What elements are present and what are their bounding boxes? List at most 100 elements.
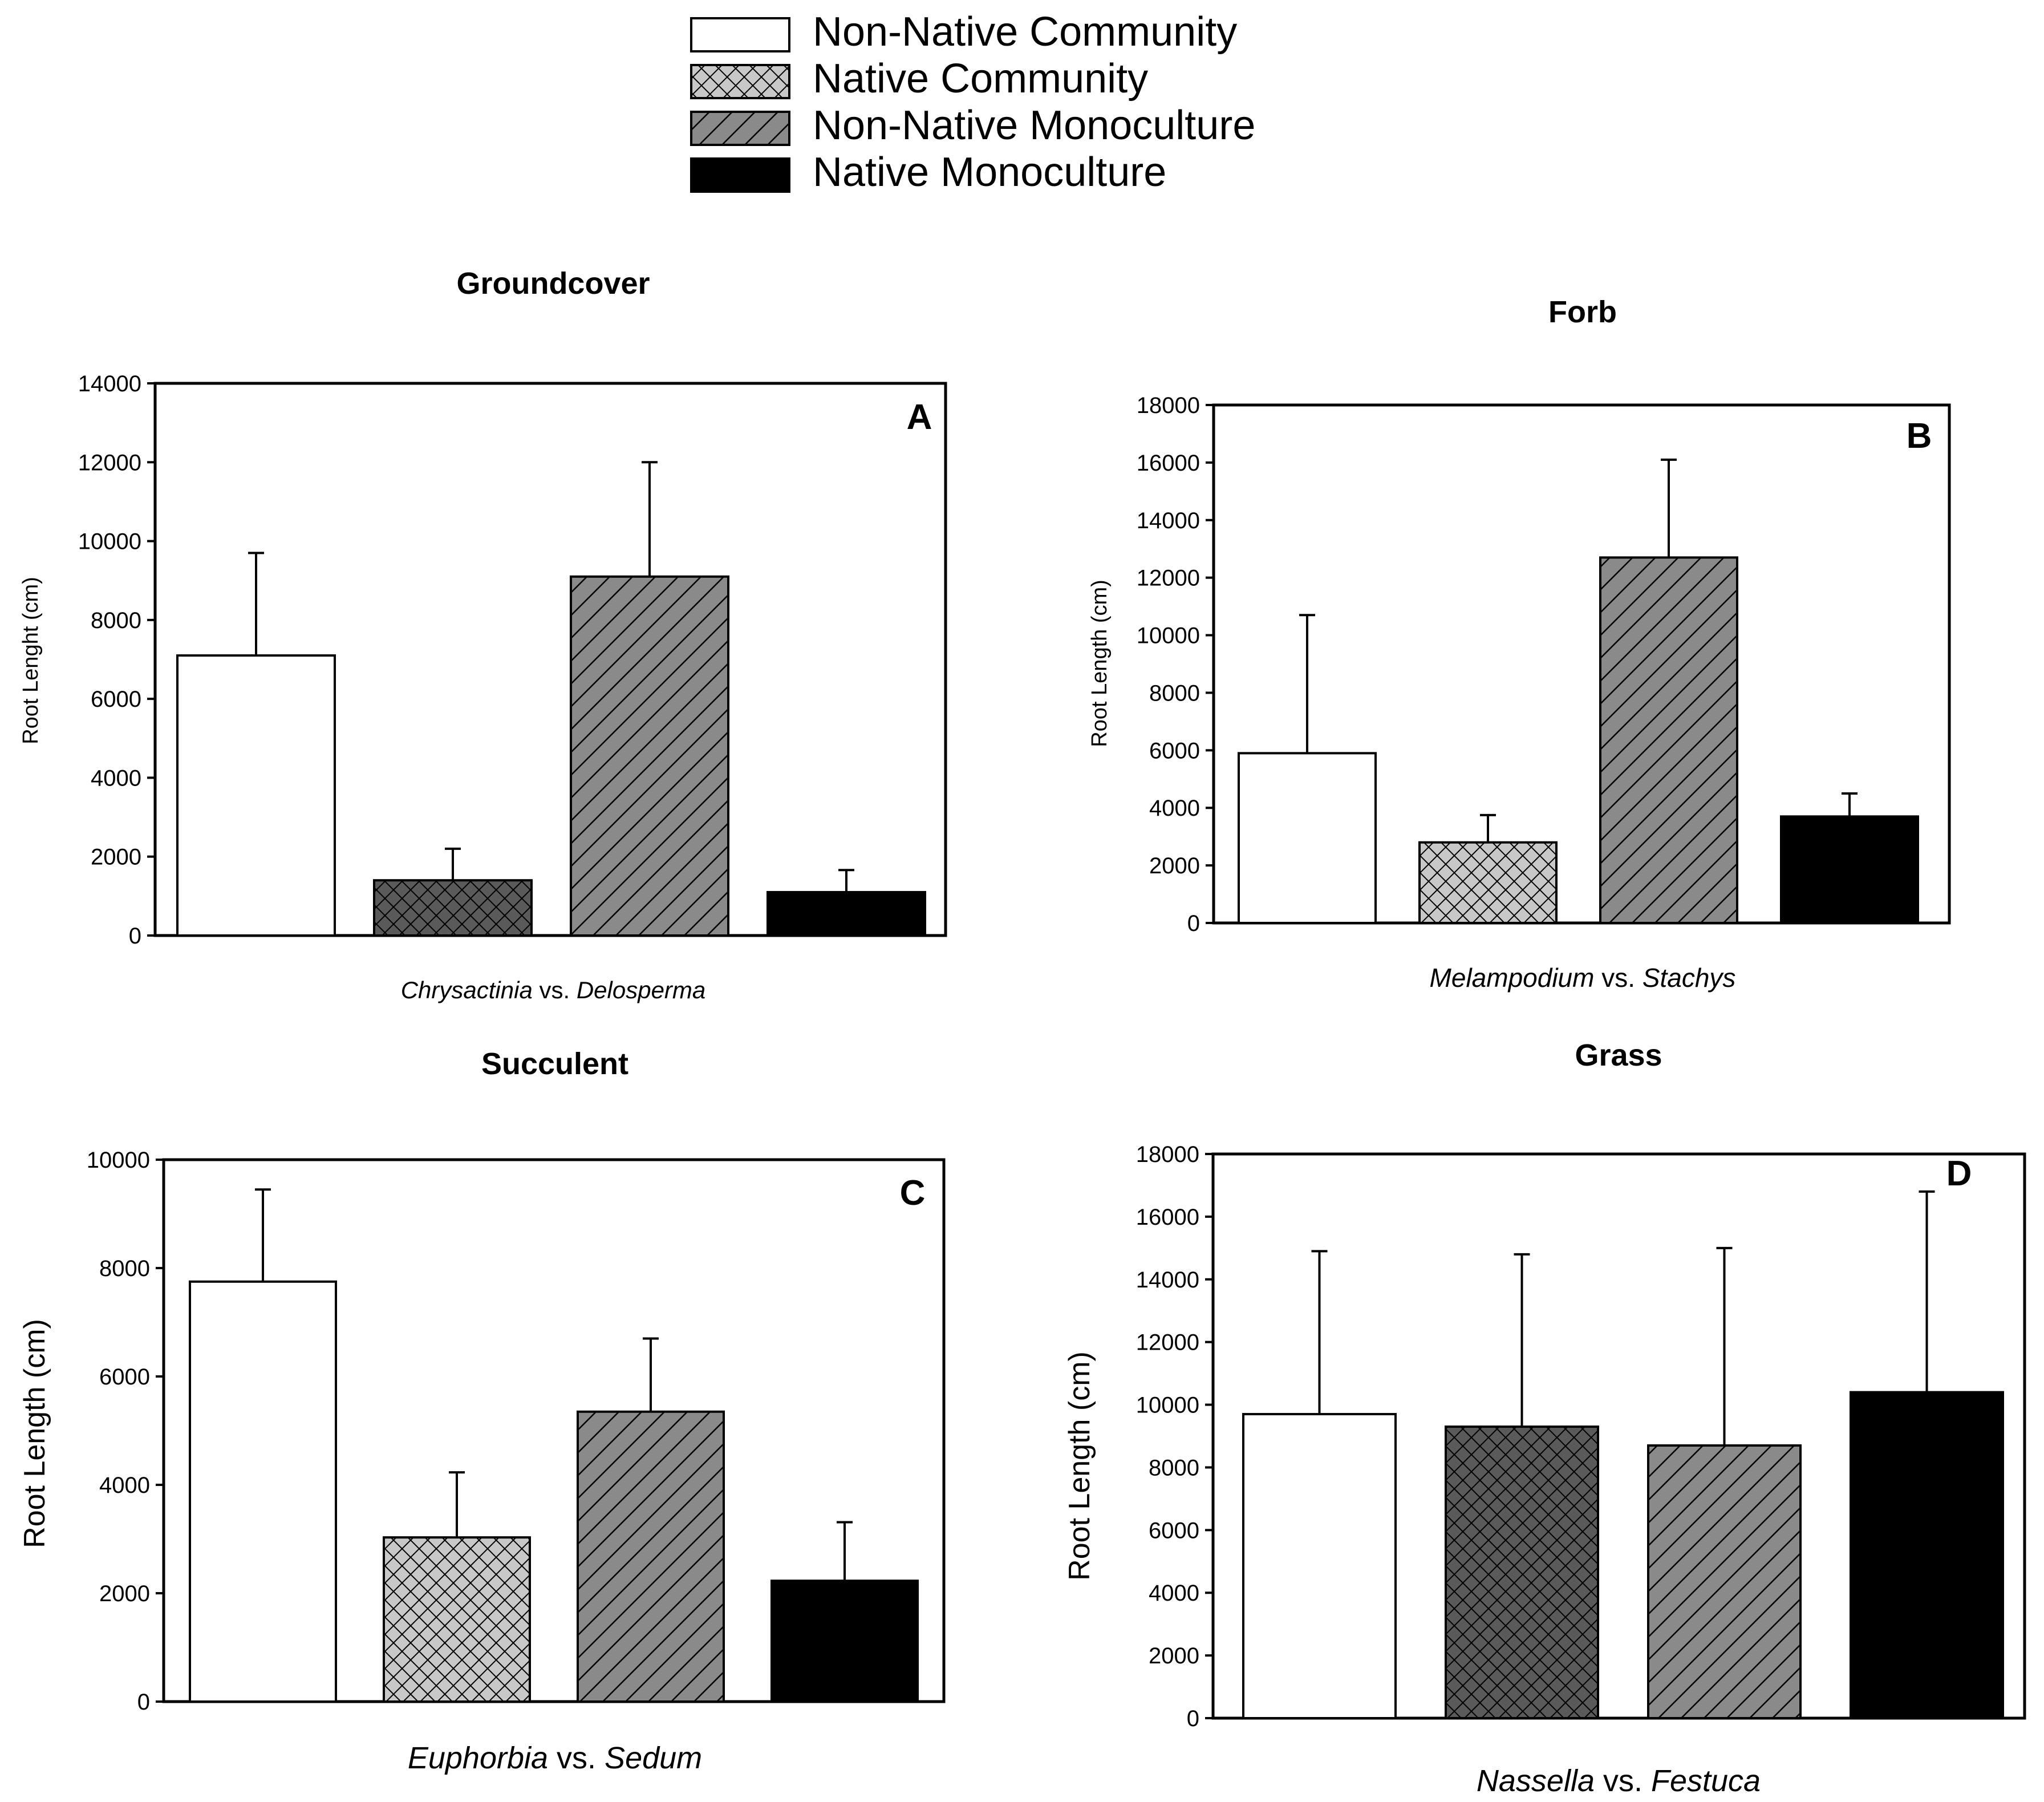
y-tick-label: 4000 (99, 1473, 150, 1498)
bar (577, 1410, 725, 1703)
x-axis-label-part: vs. (1594, 963, 1642, 993)
legend-item-non-native-community: Non-Native Community (690, 9, 1237, 55)
y-axis-label: Root Length (cm) (1088, 580, 1112, 747)
chart-title: Forb (1548, 295, 1617, 329)
bar (766, 890, 926, 937)
x-axis-label-part: Festuca (1651, 1764, 1761, 1798)
x-axis-label-part: Chrysactinia (401, 977, 533, 1003)
y-tick-label: 0 (1187, 911, 1200, 936)
y-tick-label: 6000 (99, 1364, 150, 1390)
legend-item-non-native-monoculture: Non-Native Monoculture (690, 103, 1255, 148)
y-axis-label: Root Length (cm) (1063, 1351, 1096, 1581)
panel-c: Succulent Root Length (cm) Euphorbia vs.… (18, 1047, 946, 1775)
x-axis-label-part: Euphorbia (408, 1741, 548, 1775)
legend-item-native-monoculture: Native Monoculture (690, 149, 1166, 195)
y-tick-label: 0 (129, 924, 141, 949)
y-tick-label: 10000 (78, 529, 141, 554)
legend-label-native-community: Native Community (813, 56, 1148, 102)
y-axis-label: Root Length (cm) (18, 1319, 51, 1548)
bar (1445, 1426, 1599, 1719)
y-tick-label: 14000 (78, 371, 141, 396)
legend-swatch-non-native-community (690, 17, 790, 52)
panel-a: Groundcover Root Lenght (cm) Chrysactini… (19, 266, 947, 1003)
y-tick-label: 0 (1187, 1706, 1199, 1731)
bar (770, 1580, 919, 1703)
y-tick-label: 4000 (1149, 796, 1200, 821)
y-tick-label: 8000 (91, 608, 141, 633)
legend-swatch-non-native-monoculture (690, 111, 790, 146)
y-tick-label: 2000 (1149, 1643, 1199, 1669)
bar (1647, 1444, 1802, 1720)
bar (1780, 815, 1919, 925)
y-tick-label: 10000 (87, 1148, 150, 1173)
y-tick-label: 2000 (91, 845, 141, 870)
x-axis-label-part: vs. (533, 977, 577, 1003)
legend: Non-Native Community Native Community No… (690, 9, 1255, 195)
x-axis-label-part: vs. (548, 1741, 605, 1775)
plot-frame (1212, 403, 1951, 925)
bar (383, 1536, 531, 1703)
bar (373, 879, 533, 937)
plot-frame (1211, 1152, 2026, 1720)
y-tick-label: 4000 (1149, 1581, 1199, 1606)
plot-frame (162, 1158, 946, 1703)
y-tick-label: 10000 (1137, 623, 1200, 649)
y-tick-label: 12000 (1137, 566, 1200, 591)
legend-label-native-monoculture: Native Monoculture (813, 149, 1166, 195)
y-tick-label: 2000 (99, 1581, 150, 1606)
x-axis-label-part: Delosperma (577, 977, 705, 1003)
y-tick-label: 10000 (1136, 1393, 1199, 1418)
chart-title: Succulent (481, 1047, 628, 1081)
legend-swatch-native-community (690, 64, 790, 99)
y-tick-label: 14000 (1136, 1268, 1199, 1293)
legend-swatch-native-monoculture (690, 157, 790, 193)
x-axis-label: Melampodium vs. Stachys (1430, 963, 1736, 993)
chart-title: Grass (1575, 1038, 1662, 1072)
bar (1850, 1391, 2004, 1720)
panel-letter: B (1907, 416, 1932, 456)
y-tick-label: 2000 (1149, 853, 1200, 878)
panel-d: Grass Root Length (cm) Nassella vs. Fest… (1063, 1038, 2026, 1798)
x-axis-label: Chrysactinia vs. Delosperma (401, 977, 706, 1003)
bar (1418, 841, 1558, 925)
bar (176, 654, 336, 937)
y-axis-label: Root Lenght (cm) (19, 577, 43, 744)
y-tick-label: 8000 (1149, 1455, 1199, 1480)
x-axis-label: Nassella vs. Festuca (1477, 1764, 1761, 1798)
x-axis-label-part: Melampodium (1430, 963, 1595, 993)
panel-letter: A (907, 398, 932, 437)
panel-letter: C (900, 1173, 926, 1213)
bar (1599, 556, 1738, 924)
y-tick-label: 18000 (1137, 393, 1200, 418)
bar (1242, 1413, 1397, 1719)
bar (189, 1280, 337, 1703)
x-axis-label-part: vs. (1595, 1764, 1651, 1798)
chart-title: Groundcover (456, 266, 650, 301)
y-tick-label: 16000 (1137, 451, 1200, 476)
y-tick-label: 0 (137, 1690, 150, 1715)
y-tick-label: 12000 (1136, 1330, 1199, 1355)
y-tick-label: 6000 (1149, 738, 1200, 763)
y-tick-label: 18000 (1136, 1142, 1199, 1167)
y-tick-label: 4000 (91, 766, 141, 791)
bar (570, 575, 729, 937)
panel-b: Forb Root Length (cm) Melampodium vs. St… (1088, 295, 1951, 993)
y-tick-label: 6000 (1149, 1518, 1199, 1543)
x-axis-label-part: Sedum (605, 1741, 702, 1775)
legend-item-native-community: Native Community (690, 56, 1148, 102)
bar (1238, 752, 1377, 925)
x-axis-label-part: Stachys (1642, 963, 1736, 993)
plot-frame (153, 382, 947, 937)
panel-letter: D (1946, 1154, 1972, 1193)
y-tick-label: 6000 (91, 687, 141, 712)
y-tick-label: 16000 (1136, 1205, 1199, 1230)
y-tick-label: 8000 (1149, 681, 1200, 706)
x-axis-label: Euphorbia vs. Sedum (408, 1741, 702, 1775)
x-axis-label-part: Nassella (1477, 1764, 1595, 1798)
y-tick-label: 14000 (1137, 508, 1200, 533)
y-tick-label: 8000 (99, 1256, 150, 1281)
legend-label-non-native-monoculture: Non-Native Monoculture (813, 103, 1255, 148)
y-tick-label: 12000 (78, 450, 141, 475)
legend-label-non-native-community: Non-Native Community (813, 9, 1237, 55)
